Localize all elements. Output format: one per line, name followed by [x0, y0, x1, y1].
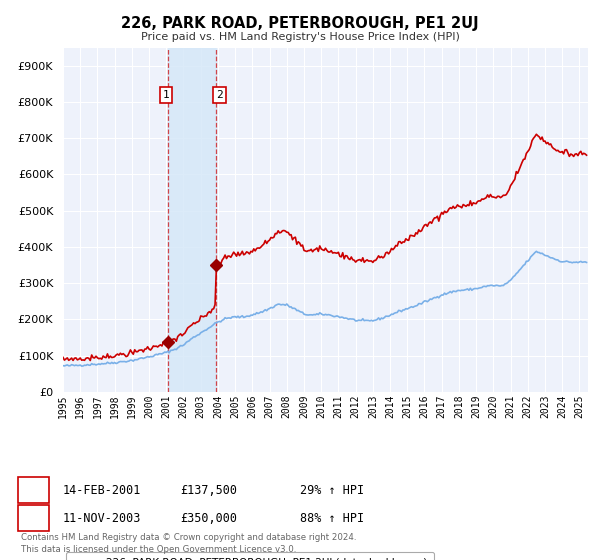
Text: £350,000: £350,000	[180, 511, 237, 525]
Text: 2: 2	[216, 90, 223, 100]
Text: Price paid vs. HM Land Registry's House Price Index (HPI): Price paid vs. HM Land Registry's House …	[140, 32, 460, 43]
Text: 1: 1	[163, 90, 169, 100]
Text: 14-FEB-2001: 14-FEB-2001	[63, 483, 142, 497]
Text: 2: 2	[30, 511, 37, 525]
Text: Contains HM Land Registry data © Crown copyright and database right 2024.: Contains HM Land Registry data © Crown c…	[21, 533, 356, 542]
Text: 88% ↑ HPI: 88% ↑ HPI	[300, 511, 364, 525]
Text: 11-NOV-2003: 11-NOV-2003	[63, 511, 142, 525]
Legend: 226, PARK ROAD, PETERBOROUGH, PE1 2UJ (detached house), HPI: Average price, deta: 226, PARK ROAD, PETERBOROUGH, PE1 2UJ (d…	[65, 552, 434, 560]
Text: 29% ↑ HPI: 29% ↑ HPI	[300, 483, 364, 497]
Bar	[169, 48, 215, 392]
Text: £137,500: £137,500	[180, 483, 237, 497]
Text: 1: 1	[30, 483, 37, 497]
Text: This data is licensed under the Open Government Licence v3.0.: This data is licensed under the Open Gov…	[21, 545, 296, 554]
Text: 226, PARK ROAD, PETERBOROUGH, PE1 2UJ: 226, PARK ROAD, PETERBOROUGH, PE1 2UJ	[121, 16, 479, 31]
